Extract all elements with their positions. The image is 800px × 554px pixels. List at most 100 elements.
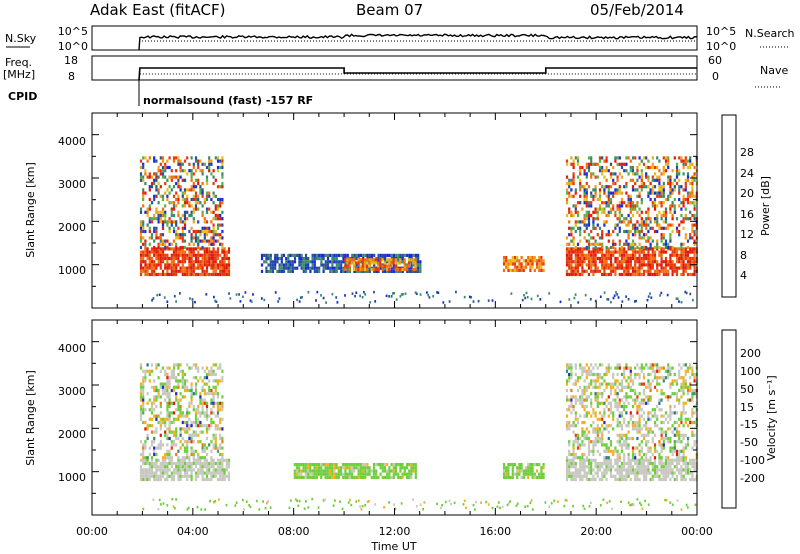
velocity-cell [188, 404, 191, 409]
velocity-cell [197, 408, 200, 412]
power-cell [627, 223, 630, 227]
power-cell [662, 242, 665, 246]
power-cell [216, 185, 220, 189]
velocity-cell [587, 446, 591, 450]
power-cell [620, 201, 624, 205]
power-cell [627, 269, 630, 273]
power-cell [168, 217, 171, 221]
velocity-cell [651, 461, 654, 466]
power-cell [689, 181, 692, 186]
power-cell [664, 266, 668, 270]
power-cell [223, 263, 226, 267]
power-cell [645, 172, 648, 176]
power-cell [568, 247, 571, 251]
power-cell [686, 253, 690, 257]
velocity-ground-cell [516, 502, 519, 505]
velocity-cell [671, 446, 674, 450]
power-cell [159, 185, 162, 189]
velocity-cell [150, 417, 154, 421]
velocity-cell [190, 424, 193, 428]
velocity-cell [579, 477, 582, 482]
velocity-cell [596, 465, 599, 469]
velocity-cell [568, 452, 571, 457]
power-cell [175, 204, 178, 208]
velocity-cell [153, 449, 156, 453]
power-cell [186, 269, 189, 273]
power-cell [214, 213, 217, 218]
power-cell [671, 181, 674, 186]
velocity-cell [656, 417, 659, 421]
power-cell [678, 156, 681, 160]
power-cell [689, 250, 692, 254]
power-cell [412, 258, 415, 262]
power-cell [361, 258, 364, 262]
velocity-cell [144, 420, 147, 425]
power-cell [587, 250, 591, 254]
power-cell [574, 204, 577, 208]
power-cell [640, 217, 643, 221]
velocity-cell [194, 461, 198, 466]
power-cell [627, 204, 630, 208]
velocity-cell [179, 392, 182, 396]
velocity-cell [199, 420, 202, 425]
power-cell [638, 162, 641, 166]
velocity-cell [192, 433, 195, 437]
velocity-cell [177, 465, 180, 469]
velocity-cell [172, 477, 176, 482]
power-cell [313, 253, 316, 257]
velocity-cell [609, 471, 613, 475]
power-cell [307, 257, 310, 261]
velocity-ground-cell [515, 504, 518, 507]
velocity-cell [208, 468, 211, 472]
velocity-cell [675, 440, 679, 444]
power-cell [603, 269, 606, 273]
power-cell [366, 258, 369, 262]
velocity-cell [634, 452, 637, 457]
velocity-cell [203, 376, 206, 380]
power-cell [682, 162, 685, 166]
power-cell [671, 266, 674, 270]
velocity-cell [203, 446, 206, 450]
velocity-cell [570, 388, 573, 393]
velocity-cell [660, 376, 663, 380]
power-cell [601, 242, 604, 246]
power-ground-cell [647, 295, 650, 298]
power-cell [348, 267, 351, 271]
power-cell [579, 250, 582, 254]
power-cell [192, 165, 195, 170]
power-cell [680, 159, 683, 163]
velocity-cell [205, 446, 209, 450]
power-cell [410, 260, 413, 264]
velocity-cell [678, 456, 681, 460]
velocity-cell [153, 398, 156, 402]
velocity-cell [216, 427, 220, 431]
velocity-cell [186, 446, 189, 450]
power-cell [612, 253, 615, 257]
velocity-cell [627, 366, 630, 370]
power-cell [199, 233, 202, 237]
velocity-cell [627, 395, 630, 399]
power-cell [660, 201, 663, 205]
velocity-cell [383, 466, 387, 470]
velocity-ground-cell [475, 500, 477, 504]
velocity-cell [214, 388, 217, 393]
power-cell [170, 253, 173, 257]
power-ground-cell [568, 298, 571, 301]
velocity-cell [574, 401, 577, 405]
velocity-cell [172, 440, 176, 444]
velocity-cell [357, 469, 360, 473]
power-cell [576, 263, 580, 267]
velocity-cell [587, 430, 591, 434]
power-cell [326, 266, 330, 270]
power-cell [166, 159, 169, 163]
velocity-cell [658, 369, 661, 373]
velocity-cell [210, 461, 213, 466]
velocity-cell [627, 456, 630, 460]
power-cell [572, 172, 575, 176]
power-cell [199, 272, 202, 277]
power-cell [372, 258, 375, 262]
velocity-cell [219, 427, 222, 431]
velocity-cell [381, 469, 384, 473]
velocity-cell [144, 461, 147, 466]
power-cell [658, 272, 661, 277]
